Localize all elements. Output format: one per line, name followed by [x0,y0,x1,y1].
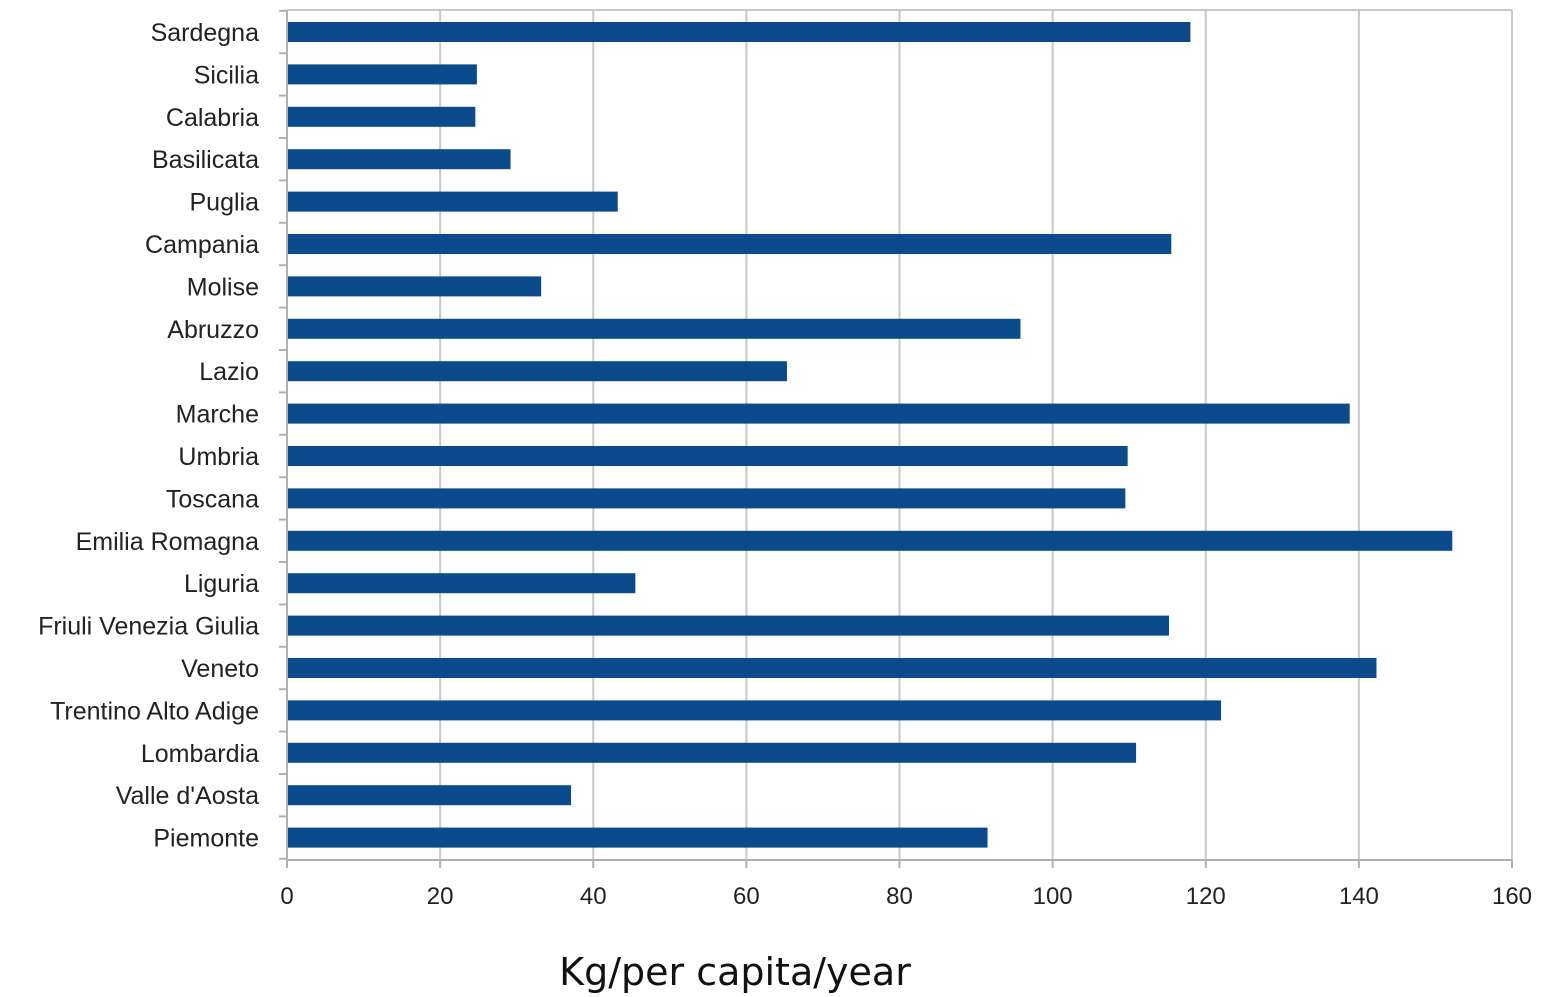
bar-veneto [288,658,1377,678]
x-tick-label-80: 80 [886,883,913,910]
x-axis-title: Kg/per capita/year [559,950,911,994]
bar-friuli-venezia-giulia [288,615,1169,636]
bar-valle-d-aosta [288,785,572,806]
x-tick-label-100: 100 [1033,883,1073,910]
category-label-umbria: Umbria [178,443,259,471]
category-label-sicilia: Sicilia [194,61,259,89]
bar-liguria [288,573,636,594]
category-label-emilia-romagna: Emilia Romagna [76,528,260,556]
x-tick-label-40: 40 [580,883,607,910]
bars [288,22,1453,848]
category-label-trentino-alto-adige: Trentino Alto Adige [50,697,259,725]
bar-molise [288,276,542,297]
category-label-marche: Marche [176,401,259,429]
x-tick-label-60: 60 [733,883,760,910]
x-tick-label-120: 120 [1186,883,1226,910]
category-label-toscana: Toscana [166,485,259,513]
category-label-valle-d-aosta: Valle d'Aosta [116,782,259,810]
x-tick-label-20: 20 [427,883,454,910]
category-label-puglia: Puglia [190,189,260,217]
grid-lines [286,10,1513,860]
bar-marche [288,403,1350,424]
category-label-molise: Molise [187,273,259,301]
bar-abruzzo [288,318,1021,339]
bar-lazio [288,361,787,382]
category-label-calabria: Calabria [166,104,259,132]
bar-trentino-alto-adige [288,700,1222,721]
bar-piemonte [288,827,988,848]
category-label-lombardia: Lombardia [141,740,259,768]
bar-emilia-romagna [288,530,1453,551]
category-labels: Sardegna Sicilia Calabria Basilicata Puglia C… [38,19,259,853]
category-label-liguria: Liguria [184,570,259,598]
axes [279,9,1513,868]
category-label-campania: Campania [145,231,259,259]
x-tick-label-160: 160 [1492,883,1532,910]
bar-campania [288,234,1172,254]
x-tick-label-140: 140 [1339,883,1379,910]
bar-umbria [288,446,1128,466]
category-label-basilicata: Basilicata [152,146,259,174]
category-label-piemonte: Piemonte [153,825,259,853]
category-label-lazio: Lazio [199,358,259,386]
category-label-abruzzo: Abruzzo [167,316,259,344]
bar-sicilia [288,64,477,85]
bar-basilicata [288,149,511,170]
category-label-sardegna: Sardegna [151,19,260,47]
category-label-friuli-venezia-giulia: Friuli Venezia Giulia [38,613,259,641]
x-tick-label-0: 0 [280,883,293,910]
bar-toscana [288,488,1126,509]
bar-lombardia [288,742,1137,763]
bar-sardegna [288,22,1191,42]
x-tick-labels: 0 20 40 60 80 100 120 140 160 [280,883,1532,910]
category-label-veneto: Veneto [181,655,259,683]
bar-puglia [288,191,618,212]
bar-calabria [288,106,476,127]
